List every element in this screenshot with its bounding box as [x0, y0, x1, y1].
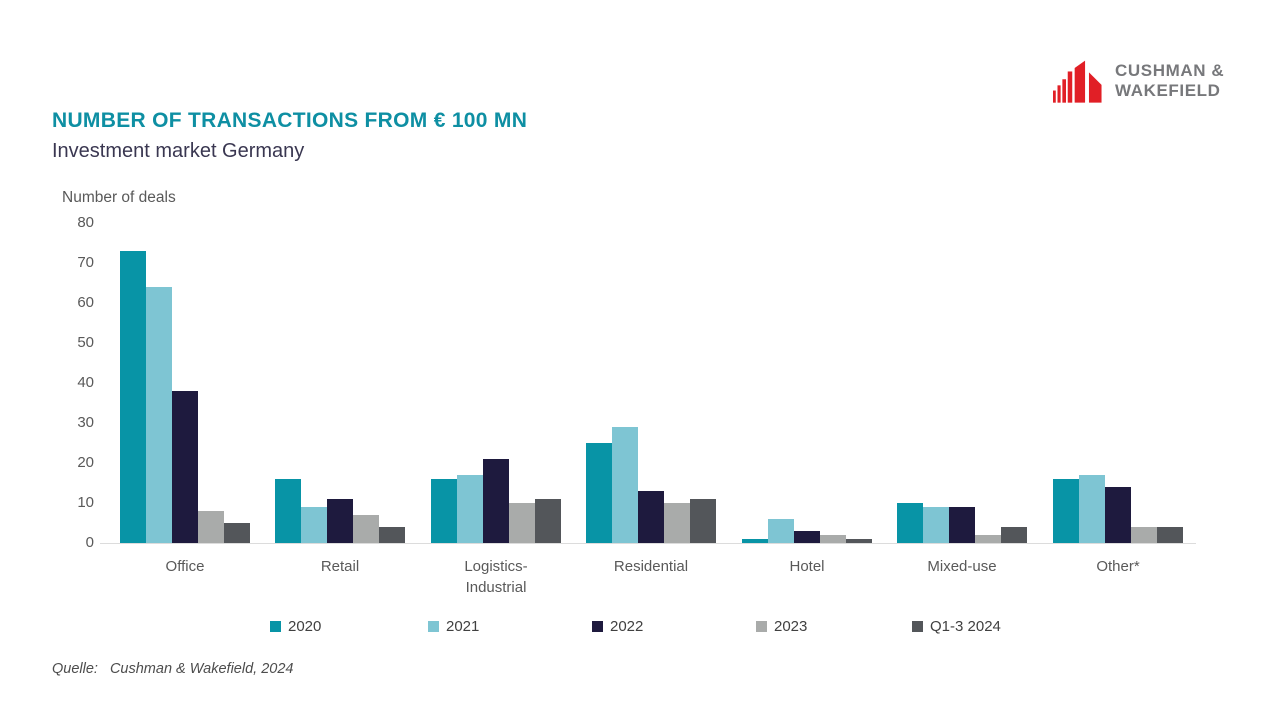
bar-2023-Residential	[664, 503, 690, 543]
y-tick-label: 80	[77, 214, 94, 231]
bar-2021-Retail	[301, 507, 327, 543]
legend-item-2020: 2020	[270, 615, 321, 637]
company-logo: CUSHMAN & WAKEFIELD	[1053, 57, 1224, 105]
legend-label: 2023	[774, 617, 808, 635]
category-label-hotel: Hotel	[789, 558, 825, 575]
y-tick-label: 50	[77, 334, 94, 351]
bar-2021-Logistics-Industrial	[457, 475, 483, 543]
category-label-office: Office	[165, 558, 205, 575]
y-tick-label: 40	[77, 374, 94, 391]
bar-2022-Office	[172, 391, 198, 543]
category-label-mixed-use: Mixed-use	[927, 558, 997, 575]
category-label-retail: Retail	[320, 558, 360, 575]
source-value: Cushman & Wakefield, 2024	[109, 661, 294, 677]
bar-Q1-3 2024-Residential	[690, 499, 716, 543]
bar-2023-Office	[198, 511, 224, 543]
bar-Q1-3 2024-Hotel	[846, 539, 872, 543]
legend-swatch	[592, 620, 603, 632]
page-title: NUMBER OF TRANSACTIONS FROM € 100 MN	[52, 109, 528, 132]
bar-2020-Retail	[275, 479, 301, 543]
legend-swatch	[912, 620, 923, 632]
bar-2022-Other*	[1105, 487, 1131, 543]
y-tick-label: 0	[85, 534, 94, 551]
category-label-residential: Residential	[613, 558, 689, 575]
y-tick-label: 20	[77, 454, 94, 471]
legend-item-2021: 2021	[428, 615, 479, 637]
bar-Q1-3 2024-Other*	[1157, 527, 1183, 543]
category-label-other*: Other*	[1096, 558, 1140, 575]
bar-2022-Residential	[638, 491, 664, 543]
bar-2020-Logistics-Industrial	[431, 479, 457, 543]
bar-Q1-3 2024-Mixed-use	[1001, 527, 1027, 543]
bar-2020-Residential	[586, 443, 612, 543]
bar-2023-Other*	[1131, 527, 1157, 543]
y-tick-label: 10	[77, 494, 94, 511]
bar-2021-Other*	[1079, 475, 1105, 543]
logo-line2: WAKEFIELD	[1115, 81, 1221, 100]
bar-2022-Hotel	[794, 531, 820, 543]
legend-swatch	[428, 620, 439, 632]
bar-2023-Mixed-use	[975, 535, 1001, 543]
bar-2020-Office	[120, 251, 146, 543]
company-logo-text: CUSHMAN & WAKEFIELD	[1115, 61, 1224, 101]
legend-item-Q1-3 2024: Q1-3 2024	[912, 615, 1001, 637]
bar-Q1-3 2024-Office	[224, 523, 250, 543]
y-tick-label: 70	[77, 254, 94, 271]
bar-2022-Logistics-Industrial	[483, 459, 509, 543]
legend-label: 2022	[610, 617, 644, 635]
bar-2023-Hotel	[820, 535, 846, 543]
logo-line1: CUSHMAN &	[1115, 61, 1225, 80]
y-axis-title: Number of deals	[62, 189, 176, 206]
bar-2023-Retail	[353, 515, 379, 543]
legend-swatch	[270, 620, 281, 632]
y-tick-label: 30	[77, 414, 94, 431]
legend-label: 2020	[288, 617, 322, 635]
y-tick-label: 60	[77, 294, 94, 311]
bar-2021-Mixed-use	[923, 507, 949, 543]
legend-item-2023: 2023	[756, 615, 807, 637]
bar-Q1-3 2024-Retail	[379, 527, 405, 543]
source-note: Quelle: Cushman & Wakefield, 2024	[52, 661, 293, 677]
legend-label: 2021	[446, 617, 480, 635]
bar-2020-Other*	[1053, 479, 1079, 543]
bar-2020-Hotel	[742, 539, 768, 543]
building-icon	[1053, 60, 1102, 103]
bar-2023-Logistics-Industrial	[509, 503, 535, 543]
legend-label: Q1-3 2024	[930, 617, 1001, 635]
bar-2021-Hotel	[768, 519, 794, 543]
category-label-logistics-industrial: Logistics-Industrial	[464, 558, 528, 596]
source-label: Quelle:	[52, 661, 98, 677]
legend-swatch	[756, 620, 767, 632]
bar-Q1-3 2024-Logistics-Industrial	[535, 499, 561, 543]
bar-2020-Mixed-use	[897, 503, 923, 543]
page-subtitle: Investment market Germany	[52, 140, 305, 162]
bar-2022-Mixed-use	[949, 507, 975, 543]
legend-item-2022: 2022	[592, 615, 643, 637]
bar-2022-Retail	[327, 499, 353, 543]
bar-2021-Office	[146, 287, 172, 543]
x-axis-line	[100, 543, 1196, 544]
bar-2021-Residential	[612, 427, 638, 543]
